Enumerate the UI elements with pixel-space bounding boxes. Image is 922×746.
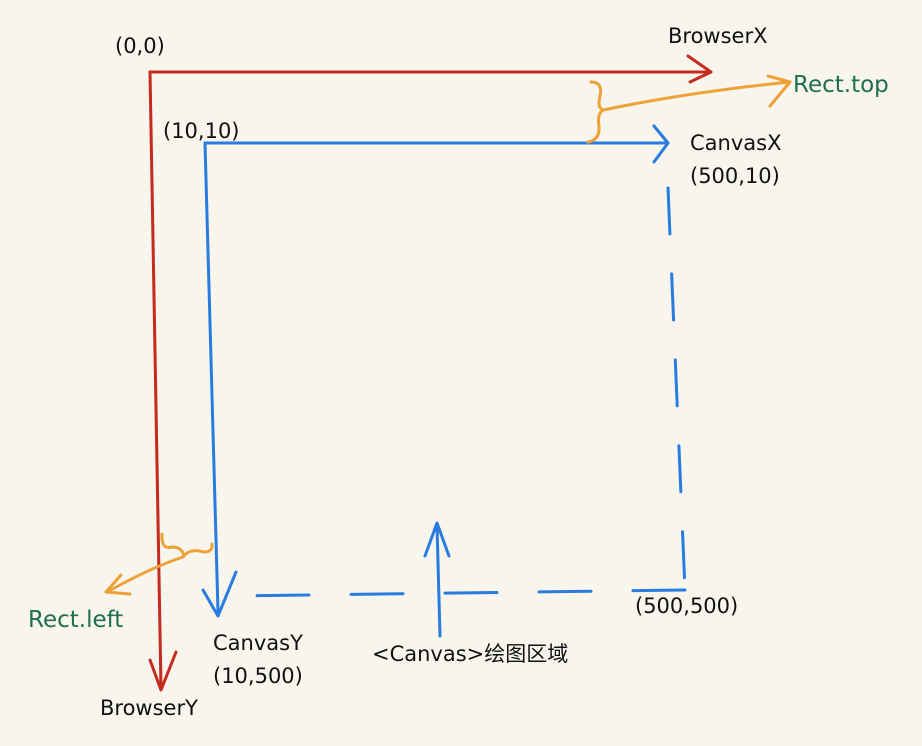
browser-y-axis — [148, 70, 163, 690]
rect-top-label: Rect.top — [793, 72, 889, 98]
origin-label: (0,0) — [115, 34, 165, 58]
canvas-area-arrow-shaft — [435, 523, 442, 638]
canvas-axes — [201, 124, 687, 638]
rect-top-arrow — [601, 80, 792, 112]
rect-top-brace — [586, 80, 605, 144]
rect-left-arrow — [105, 555, 185, 594]
canvas-y-axis — [203, 141, 220, 614]
canvas-y-label: CanvasY — [213, 631, 303, 655]
canvas-area-arrowhead — [423, 521, 451, 558]
canvas-x-label: CanvasX — [690, 131, 782, 155]
browser-y-label: BrowserY — [100, 696, 198, 720]
canvas-right-edge-dashed — [666, 186, 687, 592]
canvas-y-arrowhead — [201, 570, 238, 618]
canvas-area-label: <Canvas>绘图区域 — [372, 642, 569, 666]
browser-x-arrowhead — [686, 54, 713, 84]
canvas-bottom-edge-dashed — [228, 588, 687, 598]
rect-annotations — [104, 74, 792, 596]
browser-y-arrowhead — [148, 650, 178, 692]
canvas-corner-label: (500,500) — [635, 594, 739, 618]
canvas-x-arrowhead — [652, 124, 670, 164]
canvas-y-coord-label: (10,500) — [213, 664, 303, 688]
rect-left-arrowhead — [104, 573, 132, 596]
browser-axes — [148, 54, 713, 692]
canvas-x-coord-label: (500,10) — [690, 164, 780, 188]
rect-left-label: Rect.left — [28, 607, 124, 633]
canvas-origin-label: (10,10) — [163, 119, 240, 143]
rect-top-arrowhead — [766, 74, 792, 108]
rect-left-brace — [160, 532, 214, 558]
browser-x-label: BrowserX — [668, 24, 768, 48]
